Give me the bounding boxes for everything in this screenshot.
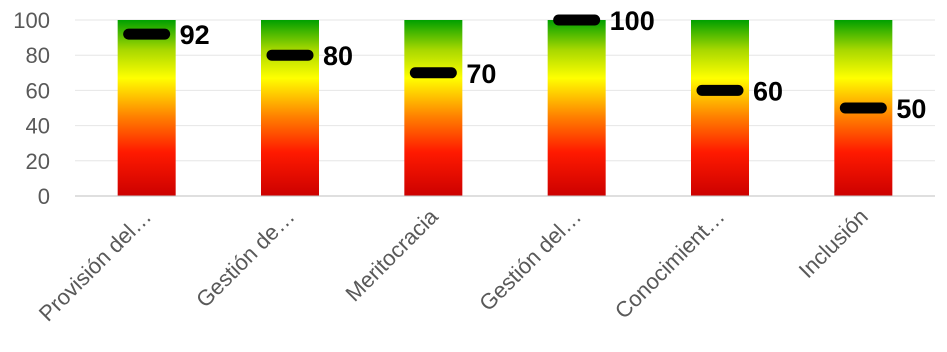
category-label: Provisión del… [34, 204, 156, 326]
y-tick-label: 60 [26, 78, 50, 103]
data-label: 50 [896, 94, 926, 124]
category-label: Gestión del… [474, 204, 586, 316]
category-label: Inclusión [794, 204, 873, 283]
markers [123, 14, 887, 114]
data-label: 80 [323, 41, 353, 71]
gridlines [75, 19, 935, 162]
y-axis: 0 20 40 60 80 100 [13, 8, 50, 209]
data-labels: 92 80 70 100 60 50 [180, 6, 927, 124]
data-label: 100 [610, 6, 655, 36]
y-tick-label: 80 [26, 43, 50, 68]
data-label: 70 [466, 59, 496, 89]
bar [404, 20, 463, 196]
bar [691, 20, 749, 196]
category-label: Gestión de… [191, 204, 299, 312]
bar [261, 20, 319, 196]
data-label: 60 [753, 76, 783, 106]
y-tick-label: 40 [26, 114, 50, 139]
category-labels: Provisión del… Gestión de… Meritocracia Ges… [34, 203, 873, 326]
y-tick-label: 20 [26, 149, 50, 174]
bar [117, 20, 176, 196]
bars [117, 20, 893, 196]
category-label: Meritocracia [340, 203, 443, 306]
y-tick-label: 100 [13, 8, 50, 33]
data-label: 92 [180, 20, 210, 50]
y-tick-label: 0 [38, 184, 50, 209]
category-label: Conocimient… [610, 204, 730, 324]
bar [547, 20, 606, 196]
